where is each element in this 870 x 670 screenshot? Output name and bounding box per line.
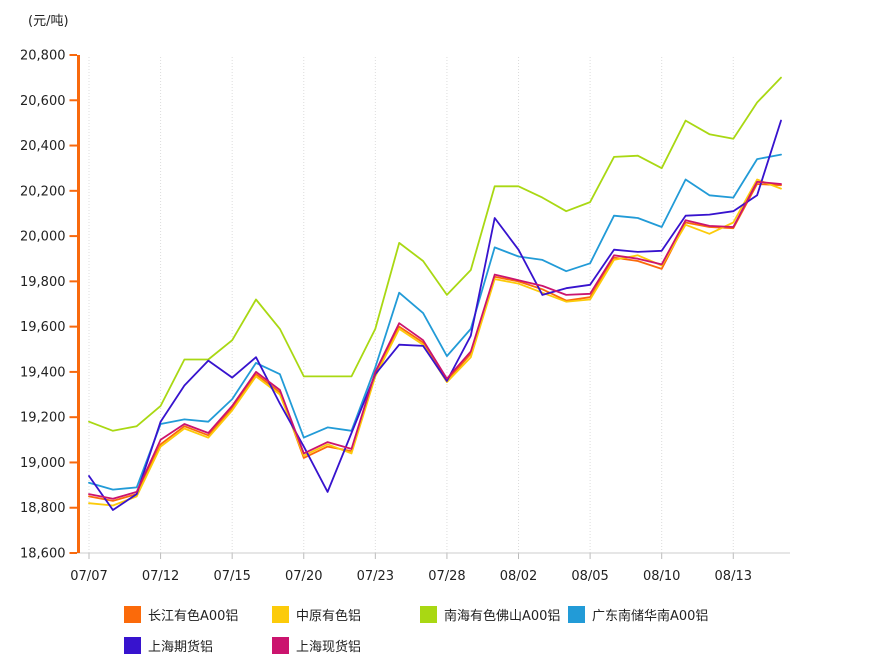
- legend-item-3[interactable]: 广东南储华南A00铝: [568, 605, 708, 624]
- legend-label-2: 南海有色佛山A00铝: [444, 609, 561, 624]
- legend-swatch-2: [420, 606, 437, 623]
- y-axis-label: 19,400: [20, 365, 66, 380]
- x-axis-label: 07/15: [213, 569, 250, 584]
- series-line-4[interactable]: [88, 119, 782, 511]
- x-axis-label: 07/12: [142, 569, 179, 584]
- legend-item-4[interactable]: 上海期货铝: [124, 636, 213, 655]
- y-axis-label: 20,800: [20, 49, 66, 64]
- legend-item-2[interactable]: 南海有色佛山A00铝: [420, 605, 560, 624]
- x-axis-label: 08/10: [643, 569, 680, 584]
- legend-swatch-4: [124, 637, 141, 654]
- y-axis-unit-label: (元/吨): [28, 14, 69, 29]
- x-axis-label: 08/02: [500, 569, 537, 584]
- y-axis-label: 18,600: [20, 547, 66, 562]
- series-line-3[interactable]: [88, 153, 782, 491]
- y-axis-label: 19,200: [20, 411, 66, 426]
- legend-label-3: 广东南储华南A00铝: [592, 609, 709, 624]
- legend-item-1[interactable]: 中原有色铝: [272, 605, 361, 624]
- y-axis-label: 20,000: [20, 230, 66, 245]
- x-axis-label: 07/20: [285, 569, 322, 584]
- legend-label-5: 上海现货铝: [296, 640, 362, 655]
- legend-item-5[interactable]: 上海现货铝: [272, 636, 361, 655]
- legend-swatch-3: [568, 606, 585, 623]
- y-axis-label: 20,600: [20, 94, 66, 109]
- legend-swatch-1: [272, 606, 289, 623]
- series-line-5[interactable]: [88, 180, 782, 500]
- series-line-2[interactable]: [88, 76, 782, 432]
- legend-label-0: 长江有色A00铝: [148, 609, 239, 624]
- legend-item-0[interactable]: 长江有色A00铝: [124, 605, 238, 624]
- x-axis-label: 07/23: [357, 569, 394, 584]
- x-axis-label: 07/07: [70, 569, 107, 584]
- legend-label-1: 中原有色铝: [296, 609, 362, 624]
- legend-swatch-0: [124, 606, 141, 623]
- series-line-0[interactable]: [88, 183, 782, 502]
- legend-swatch-5: [272, 637, 289, 654]
- y-axis-label: 19,800: [20, 275, 66, 290]
- x-axis-label: 08/05: [571, 569, 608, 584]
- x-axis-label: 07/28: [428, 569, 465, 584]
- x-axis-label: 08/13: [715, 569, 752, 584]
- y-axis-label: 19,000: [20, 456, 66, 471]
- y-axis-label: 20,400: [20, 139, 66, 154]
- y-axis-label: 19,600: [20, 320, 66, 335]
- y-axis-label: 18,800: [20, 501, 66, 516]
- legend-label-4: 上海期货铝: [148, 640, 214, 655]
- y-axis-label: 20,200: [20, 184, 66, 199]
